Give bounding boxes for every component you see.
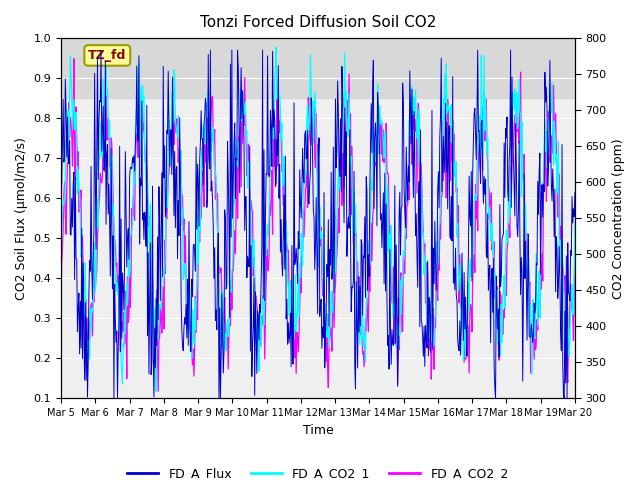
Title: Tonzi Forced Diffusion Soil CO2: Tonzi Forced Diffusion Soil CO2 bbox=[200, 15, 436, 30]
Bar bbox=[61, 38, 575, 98]
Y-axis label: CO2 Concentration (ppm): CO2 Concentration (ppm) bbox=[612, 138, 625, 299]
X-axis label: Time: Time bbox=[303, 424, 333, 437]
Y-axis label: CO2 Soil Flux (μmol/m2/s): CO2 Soil Flux (μmol/m2/s) bbox=[15, 137, 28, 300]
Legend: FD_A_Flux, FD_A_CO2_1, FD_A_CO2_2: FD_A_Flux, FD_A_CO2_1, FD_A_CO2_2 bbox=[122, 462, 514, 480]
Text: TZ_fd: TZ_fd bbox=[88, 49, 127, 62]
